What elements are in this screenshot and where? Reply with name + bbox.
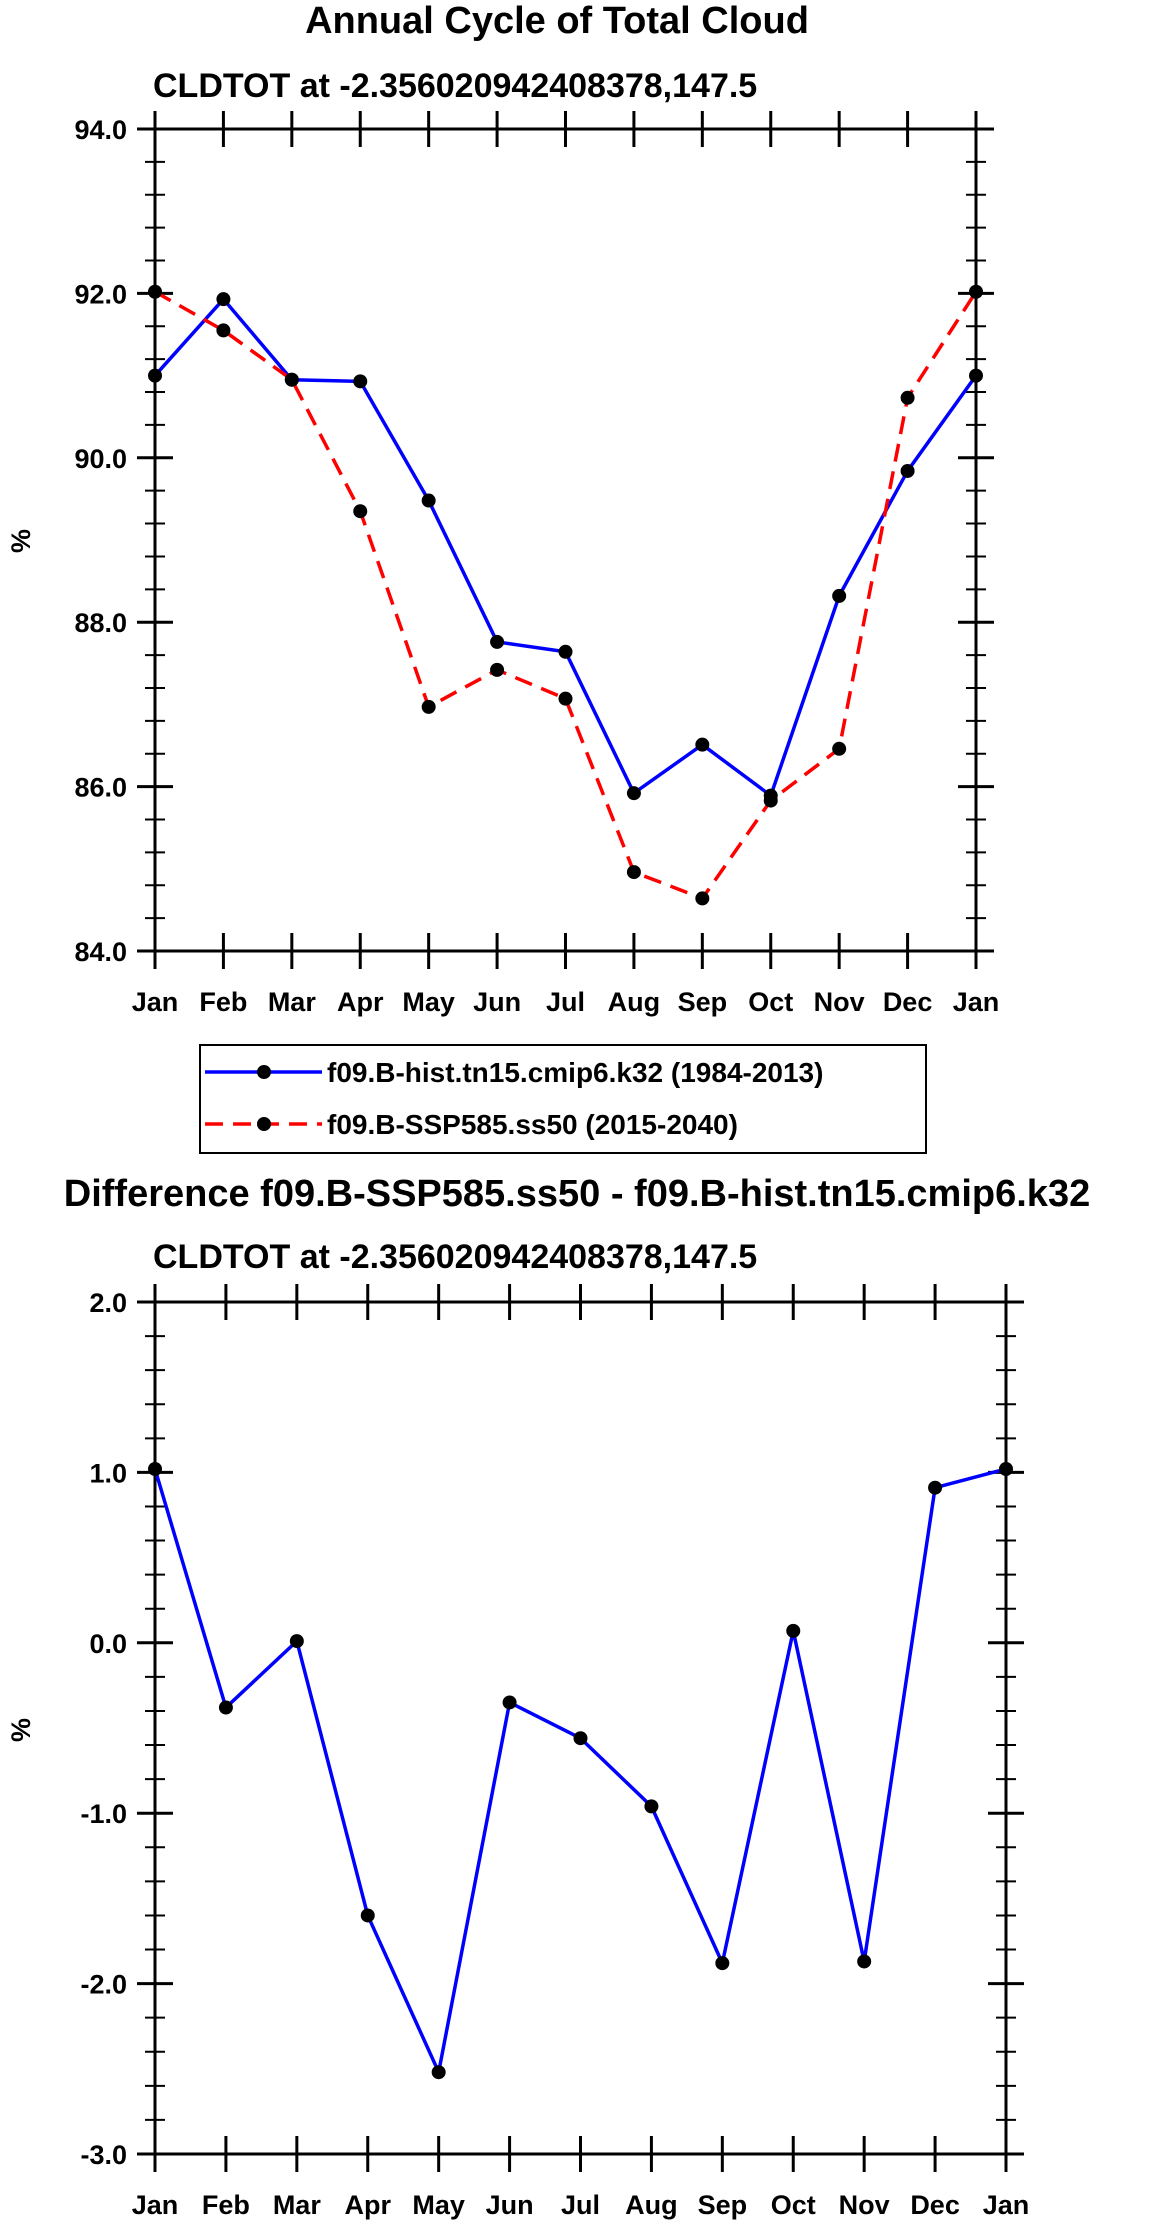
chart1-xtick-label: Aug (608, 987, 660, 1017)
chart2-series-0-point (289, 1634, 304, 1649)
chart1-series-0-point (969, 368, 983, 383)
chart1-series-0-point (900, 463, 915, 478)
chart2-series-0-point (857, 1954, 872, 1969)
chart2-ytick-label: 0.0 (89, 1629, 127, 1659)
chart1-xtick-label: Jun (473, 987, 521, 1017)
chart1-series-0-point (353, 374, 368, 389)
legend-label-hist: f09.B-hist.tn15.cmip6.k32 (1984-2013) (327, 1057, 823, 1088)
chart1-plot-area (148, 284, 983, 906)
legend-marker-ssp (257, 1117, 271, 1131)
chart2-xtick-label: Dec (910, 2190, 960, 2220)
chart1-xtick-label: Dec (883, 987, 933, 1017)
chart2-series-0-line (153, 1467, 1007, 2074)
chart2-series-0-point (715, 1956, 730, 1971)
chart2-plot-area (148, 1461, 1013, 2080)
chart2-ytick-label: -3.0 (80, 2140, 127, 2170)
chart1-series-0-point (832, 588, 847, 603)
chart1-frame (153, 127, 978, 953)
chart1-series-1-point (695, 891, 710, 906)
chart1-series-1-point (148, 284, 162, 299)
chart1-series-1-point (284, 372, 299, 387)
chart2-frame (153, 1300, 1008, 2156)
chart2-xtick-label: Jun (486, 2190, 534, 2220)
chart2-series-0-point (786, 1623, 801, 1638)
chart2-xtick-label: Aug (625, 2190, 677, 2220)
chart2-xtick-label: May (412, 2190, 465, 2220)
chart1-series-0-point (626, 786, 641, 801)
chart2-xtick-label: Feb (202, 2190, 250, 2220)
chart1-series-1-point (353, 504, 368, 519)
chart2-series-0-point (999, 1461, 1013, 1476)
chart1-series-1-point (832, 741, 847, 756)
chart1-series-1-point (490, 662, 505, 677)
chart2-series-0-point (502, 1695, 517, 1710)
chart1-ylabel: % (6, 529, 36, 553)
chart1-xtick-label: Sep (678, 987, 728, 1017)
chart2-axes: -3.0 -2.0 -1.0 0.0 1.0 2.0 Jan Feb Mar Apr May Jun J… (80, 1284, 1029, 2220)
chart1-axes: 84.0 86.0 88.0 90.0 92.0 94.0 Jan Feb Mar Apr May J… (74, 111, 999, 1017)
chart2-title: Difference f09.B-SSP585.ss50 - f09.B-his… (64, 1173, 1090, 1215)
chart1-ytick-label: 94.0 (74, 115, 127, 145)
chart2-series-0-point (431, 2065, 446, 2080)
legend-box (199, 1044, 927, 1154)
chart1-series-0-line (153, 297, 978, 798)
chart1-xtick-label: Oct (748, 987, 793, 1017)
chart2-xtick-label: Jan (132, 2190, 179, 2220)
chart2-xtick-label: Apr (345, 2190, 392, 2220)
chart1-series-1-point (421, 699, 436, 714)
chart1-xtick-label: Jan (953, 987, 1000, 1017)
chart2-xtick-label: Sep (698, 2190, 748, 2220)
chart1-ytick-label: 86.0 (74, 773, 127, 803)
chart1-series-1-line (154, 290, 978, 901)
chart1-subtitle: CLDTOT at -2.356020942408378,147.5 (153, 67, 757, 105)
chart1-series-1-point (558, 691, 573, 706)
chart2-xtick-label: Jul (561, 2190, 600, 2220)
chart2-series-0-point (360, 1908, 375, 1923)
chart1-series-1-point (763, 793, 778, 808)
chart2-ylabel: % (6, 1718, 36, 1742)
chart1-series-1-point (626, 865, 641, 880)
chart2-xtick-label: Mar (273, 2190, 322, 2220)
chart1-series-0-point (216, 292, 231, 307)
chart2-series-0-point (644, 1799, 659, 1814)
legend: f09.B-hist.tn15.cmip6.k32 (1984-2013) f0… (199, 1044, 927, 1154)
chart1-series-0-point (558, 644, 573, 659)
chart2-xtick-label: Jan (983, 2190, 1030, 2220)
chart1-series-1-point (216, 323, 231, 338)
chart2-ytick-label: 2.0 (89, 1288, 127, 1318)
chart1-series-0-point (421, 493, 436, 508)
legend-label-ssp: f09.B-SSP585.ss50 (2015-2040) (327, 1109, 738, 1140)
chart2-series-0-point (148, 1461, 162, 1476)
chart1-ytick-label: 90.0 (74, 444, 127, 474)
chart1-series-1-point (969, 284, 983, 299)
chart1-xtick-label: Apr (337, 987, 384, 1017)
chart2-ytick-label: -2.0 (80, 1970, 127, 2000)
chart1-series-0-point (490, 634, 505, 649)
chart1-xtick-label: Nov (814, 987, 865, 1017)
chart2-series-0-point (928, 1480, 943, 1495)
chart1-ytick-label: 84.0 (74, 937, 127, 967)
chart1-xtick-label: Feb (199, 987, 247, 1017)
chart1-series-1-point (900, 390, 915, 405)
chart1-ytick-label: 88.0 (74, 608, 127, 638)
chart2-xtick-label: Oct (771, 2190, 816, 2220)
chart2-subtitle: CLDTOT at -2.356020942408378,147.5 (153, 1238, 757, 1276)
legend-marker-hist (257, 1065, 271, 1079)
chart1-title: Annual Cycle of Total Cloud (305, 0, 809, 42)
chart2-ytick-label: 1.0 (89, 1458, 127, 1488)
chart1-series-0-point (695, 737, 710, 752)
chart2-xtick-label: Nov (839, 2190, 890, 2220)
chart1-xtick-label: Jan (132, 987, 179, 1017)
chart2-series-0-point (218, 1700, 233, 1715)
chart1-series-0-point (148, 368, 162, 383)
chart1-xtick-label: Jul (546, 987, 585, 1017)
chart2-series-0-point (573, 1731, 588, 1746)
chart1-ytick-label: 92.0 (74, 279, 127, 309)
chart2-ytick-label: -1.0 (80, 1799, 127, 1829)
chart1-xtick-label: May (402, 987, 455, 1017)
chart1-xtick-label: Mar (268, 987, 317, 1017)
